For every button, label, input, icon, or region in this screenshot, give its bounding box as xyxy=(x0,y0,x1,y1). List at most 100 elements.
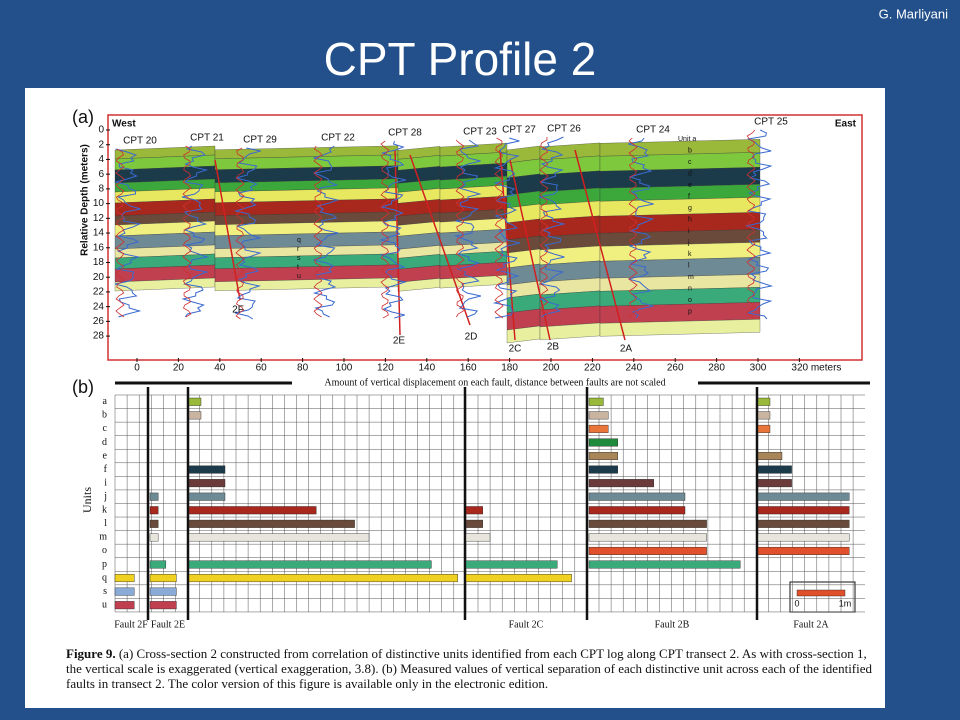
displacement-bar xyxy=(149,506,159,515)
unit-label: o xyxy=(688,297,692,304)
cpt-trace xyxy=(379,140,408,319)
unit-label: d xyxy=(688,170,692,177)
unit-label: s xyxy=(297,255,301,262)
fault-column-label: Fault 2A xyxy=(793,619,829,630)
y-tick-label: 22 xyxy=(93,287,105,298)
x-tick-label: 320 meters xyxy=(791,363,841,374)
x-tick-label: 200 xyxy=(543,363,560,374)
unit-row-label: p xyxy=(102,559,107,570)
displacement-bar xyxy=(588,465,618,474)
y-tick-label: 26 xyxy=(93,316,105,327)
unit-row-label: d xyxy=(102,437,107,448)
fault-line xyxy=(394,149,401,336)
displacement-bar xyxy=(114,574,135,583)
y-tick-label: 28 xyxy=(93,331,105,342)
fault-line xyxy=(409,154,471,326)
fault-line xyxy=(214,159,241,301)
unit-label: t xyxy=(297,264,299,271)
displacement-bar xyxy=(188,574,458,583)
x-tick-label: 140 xyxy=(418,363,435,374)
displacement-bar xyxy=(188,492,226,501)
displacement-bar xyxy=(188,506,317,515)
section-frame xyxy=(107,114,863,361)
cpt-trace xyxy=(494,137,504,319)
cpt-trace xyxy=(115,148,125,318)
displacement-bar xyxy=(588,519,707,528)
x-tick-label: 40 xyxy=(214,363,226,374)
x-tick-label: 20 xyxy=(173,363,185,374)
unit-row-label: i xyxy=(104,477,107,488)
slide-title: CPT Profile 2 xyxy=(324,33,597,85)
displacement-bar xyxy=(149,533,159,542)
x-tick-label: 160 xyxy=(460,363,477,374)
displacement-bar xyxy=(465,506,483,515)
scale-bar xyxy=(796,589,846,597)
cpt-trace xyxy=(746,129,756,320)
displacement-bar xyxy=(465,574,572,583)
cpt-trace xyxy=(492,137,521,319)
x-tick-label: 240 xyxy=(625,363,642,374)
displacement-bar xyxy=(757,546,850,555)
displacement-bar xyxy=(149,587,177,596)
unit-row-label: b xyxy=(102,410,107,421)
cpt-trace xyxy=(454,139,482,318)
y-axis-label: Relative Depth (meters) xyxy=(80,144,91,256)
y-tick-label: 2 xyxy=(98,139,104,150)
banner-bg xyxy=(292,377,698,389)
unit-row-label: u xyxy=(102,599,107,610)
displacement-bar xyxy=(757,533,850,542)
cpt-trace xyxy=(538,136,566,318)
displacement-bar xyxy=(188,560,432,569)
unit-label: j xyxy=(687,239,690,246)
panel-label: (b) xyxy=(72,377,94,397)
cpt-trace xyxy=(313,145,323,318)
displacement-bar xyxy=(757,479,792,488)
unit-label: c xyxy=(688,159,692,166)
cpt-trace xyxy=(628,137,655,319)
cpt-trace xyxy=(628,137,638,319)
displacement-bar xyxy=(188,465,226,474)
unit-label: i xyxy=(688,228,690,235)
displacement-bar xyxy=(757,397,771,406)
fault-label: 2A xyxy=(620,344,633,355)
x-tick-label: 0 xyxy=(134,363,140,374)
unit-label: k xyxy=(688,251,692,258)
cpt-trace xyxy=(745,129,774,320)
cpt-trace xyxy=(114,148,142,318)
displacement-bar xyxy=(114,587,135,596)
panel-label: (a) xyxy=(72,107,94,127)
displacement-bar xyxy=(188,519,355,528)
x-tick-label: 100 xyxy=(336,363,353,374)
unit-label: n xyxy=(688,285,692,292)
caption-text: (a) Cross-section 2 constructed from cor… xyxy=(66,646,873,691)
caption: Figure 9. (a) Cross-section 2 constructe… xyxy=(66,646,876,691)
displacement-bar xyxy=(188,479,226,488)
displacement-bar xyxy=(465,560,558,569)
cpt-trace xyxy=(380,140,390,319)
y-tick-label: 4 xyxy=(98,154,104,165)
fault-column-label: Fault 2E xyxy=(151,619,185,630)
displacement-bar xyxy=(465,519,483,528)
x-tick-label: 300 xyxy=(750,363,767,374)
x-tick-label: 220 xyxy=(584,363,601,374)
fault-label: 2D xyxy=(465,332,478,343)
displacement-bar xyxy=(188,397,202,406)
unit-row-label: l xyxy=(104,518,107,529)
displacement-bar xyxy=(588,492,686,501)
unit-label: m xyxy=(688,274,694,281)
unit-row-label: e xyxy=(103,450,108,461)
unit-label: q xyxy=(297,237,301,244)
x-tick-label: 180 xyxy=(501,363,518,374)
cpt-label: CPT 23 xyxy=(463,127,497,138)
y-tick-label: 8 xyxy=(98,184,104,195)
cpt-label: CPT 29 xyxy=(243,135,277,146)
cpt-label: CPT 24 xyxy=(636,125,670,136)
unit-label: r xyxy=(297,246,300,253)
displacement-bar xyxy=(149,519,159,528)
cpt-label: CPT 26 xyxy=(547,124,581,135)
unit-row-label: s xyxy=(103,586,107,597)
displacement-bar xyxy=(588,438,618,447)
unit-label: f xyxy=(688,193,690,200)
caption-label: Figure 9. xyxy=(66,646,116,661)
